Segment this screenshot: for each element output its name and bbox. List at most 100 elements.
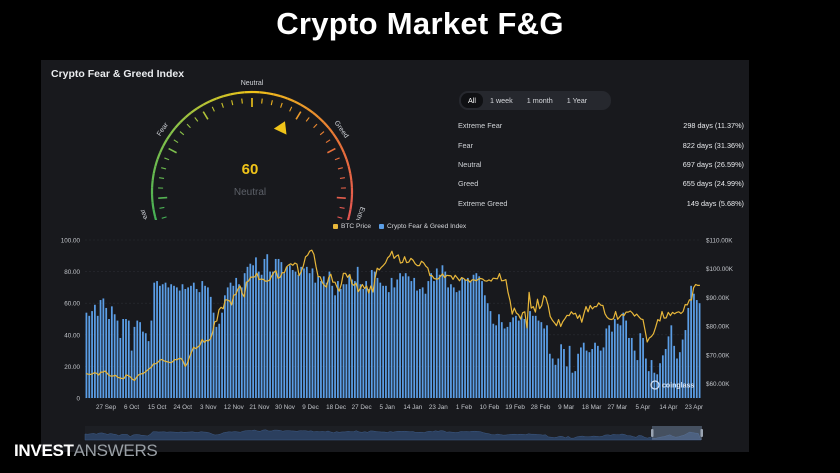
fg-bar xyxy=(99,300,102,398)
fg-bar xyxy=(255,257,257,398)
fg-bar xyxy=(661,355,664,398)
fg-bar xyxy=(303,268,305,398)
gauge-arc-segment xyxy=(322,121,330,129)
y-left-tick-label: 60.00 xyxy=(64,301,80,308)
panel-title: Crypto Fear & Greed Index xyxy=(51,68,185,80)
fg-bar xyxy=(424,293,427,398)
fg-bar xyxy=(317,276,319,398)
fg-bar xyxy=(540,322,543,398)
x-tick-label: 21 Nov xyxy=(249,404,270,411)
gauge-label: Neutral xyxy=(241,80,264,87)
gauge-tick xyxy=(241,98,243,104)
fg-bar xyxy=(257,271,260,398)
navigator-handle-left[interactable] xyxy=(651,429,654,437)
fg-bar xyxy=(305,266,308,398)
fg-bar xyxy=(472,274,475,398)
gauge-arc-segment xyxy=(280,95,288,100)
gauge-arc-segment xyxy=(349,172,353,181)
fg-bar xyxy=(633,350,636,398)
fg-bar xyxy=(464,279,466,398)
fg-bar xyxy=(226,287,229,398)
gauge-arc-segment xyxy=(266,91,274,96)
fg-bar xyxy=(136,320,139,398)
tab-1-year[interactable]: 1 Year xyxy=(566,96,588,105)
gauge-tick xyxy=(202,111,209,120)
fg-bar xyxy=(611,331,613,398)
fg-bar xyxy=(410,281,413,398)
gauge-tick xyxy=(325,139,331,144)
tab-1-month[interactable]: 1 month xyxy=(526,96,553,105)
fg-bar xyxy=(506,326,509,398)
fg-bar xyxy=(455,292,458,398)
x-tick-label: 15 Oct xyxy=(148,404,167,411)
fg-bar xyxy=(684,330,687,398)
tab-1-week[interactable]: 1 week xyxy=(490,96,513,105)
fear-greed-gauge: Extreme FearFearNeutralGreedExtreme Gree… xyxy=(139,80,366,220)
fg-bar xyxy=(238,284,240,398)
fg-bar xyxy=(687,307,690,398)
fg-bar xyxy=(142,331,144,398)
fg-bar xyxy=(125,319,127,398)
gauge-arc-segment xyxy=(346,216,351,220)
gauge-tick xyxy=(339,177,345,180)
fg-bar xyxy=(209,296,212,398)
fg-bar xyxy=(314,282,317,398)
gauge-tick xyxy=(159,177,165,180)
gauge-arc-segment xyxy=(349,202,353,210)
fg-bar xyxy=(192,282,195,398)
gauge-tick xyxy=(261,98,263,104)
fg-bar xyxy=(153,282,156,398)
gauge-arc-segment xyxy=(342,151,348,160)
fg-bar xyxy=(659,363,661,398)
fg-bar xyxy=(325,282,328,398)
x-tick-label: 14 Apr xyxy=(659,404,677,411)
gauge-tick xyxy=(327,147,336,154)
y-right-tick-label: $110.00K xyxy=(706,238,733,245)
fg-bar xyxy=(673,345,676,398)
coinglass-logo-icon xyxy=(650,380,660,390)
fg-bar xyxy=(560,344,563,398)
gauge-arc-segment xyxy=(312,111,320,119)
fg-bar xyxy=(260,274,263,398)
fg-bar xyxy=(489,311,492,398)
gauge-arc-segment xyxy=(174,121,182,129)
fg-bar xyxy=(297,274,300,398)
fg-bar xyxy=(636,360,639,398)
gauge-tick xyxy=(168,147,177,154)
stat-value: 149 days (5.68%) xyxy=(686,198,744,208)
legend-item-fg[interactable]: Crypto Fear & Greed Index xyxy=(379,223,466,230)
stat-label: Greed xyxy=(458,179,479,189)
fg-bar xyxy=(272,271,274,398)
fg-bar xyxy=(127,320,130,398)
gauge-tick xyxy=(295,111,302,120)
gauge-value: 60 xyxy=(242,161,259,178)
gauge-arc-segment xyxy=(259,91,267,95)
x-tick-label: 12 Nov xyxy=(224,404,245,411)
fg-bar xyxy=(402,276,404,398)
fg-bar xyxy=(215,326,218,398)
fg-bar xyxy=(291,270,294,398)
tab-all[interactable]: All xyxy=(461,93,483,108)
fg-bar xyxy=(616,323,619,398)
fg-bar xyxy=(645,358,647,398)
fg-bar xyxy=(483,295,486,398)
legend-item-btc[interactable]: BTC Price xyxy=(333,223,371,230)
fg-bar xyxy=(269,271,271,398)
gauge-arc-segment xyxy=(196,103,204,110)
fg-bar xyxy=(235,277,238,398)
navigator-selection[interactable] xyxy=(652,426,702,440)
fg-bar xyxy=(585,350,588,398)
fg-bar xyxy=(337,281,339,398)
fg-bar xyxy=(447,287,449,398)
gauge-arc-segment xyxy=(152,165,157,174)
fg-bar xyxy=(387,292,390,398)
x-tick-label: 24 Oct xyxy=(173,404,192,411)
gauge-tick xyxy=(161,216,167,219)
gauge-arc-segment xyxy=(162,138,168,147)
fg-bar xyxy=(653,372,656,398)
navigator-handle-right[interactable] xyxy=(700,429,704,437)
stat-value: 697 days (26.59%) xyxy=(682,159,744,169)
gauge-arc-segment xyxy=(293,100,302,106)
fg-bar xyxy=(605,328,608,398)
fg-bar xyxy=(619,325,622,398)
